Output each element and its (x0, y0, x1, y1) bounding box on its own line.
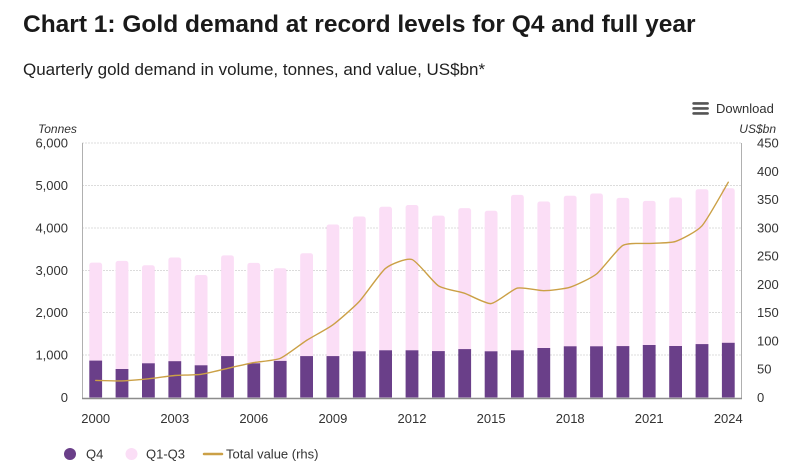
svg-text:Q1-Q3: Q1-Q3 (146, 447, 185, 462)
svg-text:2021: 2021 (635, 411, 664, 426)
svg-text:0: 0 (757, 390, 764, 405)
svg-text:0: 0 (61, 390, 68, 405)
svg-text:2018: 2018 (556, 411, 585, 426)
svg-text:1,000: 1,000 (35, 348, 68, 363)
svg-text:450: 450 (757, 136, 779, 151)
svg-text:3,000: 3,000 (35, 263, 68, 278)
svg-text:6,000: 6,000 (35, 136, 68, 151)
svg-text:Total value (rhs): Total value (rhs) (226, 447, 318, 462)
svg-text:2006: 2006 (239, 411, 268, 426)
svg-text:5,000: 5,000 (35, 178, 68, 193)
svg-text:100: 100 (757, 333, 779, 348)
svg-text:2003: 2003 (160, 411, 189, 426)
svg-text:4,000: 4,000 (35, 220, 68, 235)
svg-text:Q4: Q4 (86, 447, 103, 462)
svg-text:150: 150 (757, 305, 779, 320)
svg-text:2012: 2012 (398, 411, 427, 426)
svg-text:Download: Download (716, 101, 774, 116)
svg-text:350: 350 (757, 192, 779, 207)
svg-text:Tonnes: Tonnes (38, 122, 77, 136)
svg-text:50: 50 (757, 362, 771, 377)
svg-text:300: 300 (757, 220, 779, 235)
svg-text:2015: 2015 (477, 411, 506, 426)
svg-text:2000: 2000 (81, 411, 110, 426)
svg-text:2,000: 2,000 (35, 305, 68, 320)
svg-text:2024: 2024 (714, 411, 743, 426)
svg-text:400: 400 (757, 164, 779, 179)
svg-text:250: 250 (757, 249, 779, 264)
svg-text:2009: 2009 (318, 411, 347, 426)
svg-text:200: 200 (757, 277, 779, 292)
svg-text:US$bn: US$bn (739, 122, 776, 136)
